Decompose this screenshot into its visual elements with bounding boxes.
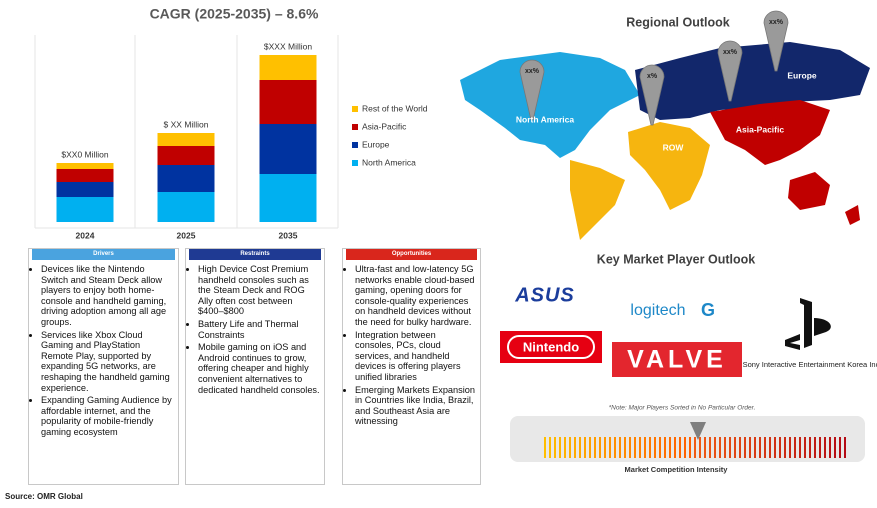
bullet: Integration between consoles, PCs, cloud… bbox=[355, 330, 476, 383]
logo-valve: VALVE bbox=[627, 346, 727, 374]
intensity-ticks bbox=[544, 437, 846, 458]
legend-swatch bbox=[352, 160, 358, 166]
bullet: Expanding Gaming Audience by affordable … bbox=[41, 395, 174, 437]
bullet: Emerging Markets Expansion in Countries … bbox=[355, 385, 476, 427]
restraints-list: High Device Cost Premium handheld consol… bbox=[186, 264, 324, 395]
legend-label: Asia-Pacific bbox=[362, 121, 407, 131]
bar-label: $ XX Million bbox=[164, 119, 209, 129]
drivers-box: Drivers Devices like the Nintendo Switch… bbox=[28, 248, 179, 485]
opportunities-title: Opportunities bbox=[346, 249, 477, 260]
bullet: Devices like the Nintendo Switch and Ste… bbox=[41, 264, 174, 328]
pin-share: xx% bbox=[769, 19, 784, 26]
bar-segment bbox=[259, 124, 317, 174]
logo-playstation bbox=[785, 298, 831, 350]
opportunities-box: Opportunities Ultra-fast and low-latency… bbox=[342, 248, 481, 485]
restraints-title: Restraints bbox=[189, 249, 321, 260]
bar-segment bbox=[259, 80, 317, 124]
bar-segment bbox=[157, 192, 215, 222]
drivers-title: Drivers bbox=[32, 249, 175, 260]
legend-swatch bbox=[352, 106, 358, 112]
bullet: Services like Xbox Cloud Gaming and Play… bbox=[41, 330, 174, 394]
logo-sony: Sony Interactive Entertainment Korea Inc… bbox=[743, 360, 877, 369]
x-tick-label: 2035 bbox=[279, 230, 298, 240]
bar-label: $XX0 Million bbox=[61, 149, 109, 159]
bar-segment bbox=[157, 146, 215, 165]
pin-share: x% bbox=[647, 73, 658, 80]
intensity-bg bbox=[510, 416, 865, 462]
bullet: Mobile gaming on iOS and Android continu… bbox=[198, 342, 320, 395]
bullet: High Device Cost Premium handheld consol… bbox=[198, 264, 320, 317]
pin-share: xx% bbox=[723, 49, 738, 56]
region-label: North America bbox=[516, 114, 575, 124]
bar-segment bbox=[56, 197, 114, 222]
region-label: Europe bbox=[787, 70, 817, 80]
legend-swatch bbox=[352, 142, 358, 148]
legend-label: Rest of the World bbox=[362, 103, 428, 113]
chart-title: CAGR (2025-2035) – 8.6% bbox=[150, 6, 319, 22]
bar-segment bbox=[259, 174, 317, 222]
region-label: ROW bbox=[663, 142, 685, 152]
source: Source: OMR Global bbox=[5, 492, 83, 501]
map-pin bbox=[639, 64, 665, 126]
pin-share: xx% bbox=[525, 68, 540, 75]
logo-nintendo: Nintendo bbox=[523, 339, 579, 354]
restraints-box: Restraints High Device Cost Premium hand… bbox=[185, 248, 325, 485]
map-pin bbox=[763, 10, 789, 72]
bar-segment bbox=[56, 163, 114, 169]
bar-segment bbox=[56, 169, 114, 182]
bar-segment bbox=[259, 55, 317, 80]
logo-logitech: logitech bbox=[630, 302, 685, 319]
logo-g: G bbox=[701, 300, 715, 320]
map-pin bbox=[519, 59, 545, 121]
chart-frame bbox=[34, 35, 339, 229]
bar-segment bbox=[157, 165, 215, 192]
x-tick-label: 2025 bbox=[177, 230, 196, 240]
legend-swatch bbox=[352, 124, 358, 130]
players-title: Key Market Player Outlook bbox=[597, 252, 755, 266]
opportunities-list: Ultra-fast and low-latency 5G networks e… bbox=[343, 264, 480, 427]
logo-asus: ASUS bbox=[514, 284, 575, 306]
nintendo-ring bbox=[507, 335, 595, 359]
bar-segment bbox=[56, 182, 114, 197]
region-title: Regional Outlook bbox=[626, 15, 730, 29]
intensity-marker bbox=[690, 422, 706, 440]
region-label: Asia-Pacific bbox=[736, 124, 784, 134]
legend-label: North America bbox=[362, 157, 416, 167]
map-pin bbox=[717, 40, 743, 102]
legend-label: Europe bbox=[362, 139, 390, 149]
bullet: Battery Life and Thermal Constraints bbox=[198, 319, 320, 340]
bar-label: $XXX Million bbox=[264, 41, 312, 51]
drivers-list: Devices like the Nintendo Switch and Ste… bbox=[29, 264, 178, 438]
x-tick-label: 2024 bbox=[76, 230, 95, 240]
valve-bg bbox=[612, 342, 742, 377]
bullet: Ultra-fast and low-latency 5G networks e… bbox=[355, 264, 476, 328]
players-note: *Note: Major Players Sorted in No Partic… bbox=[609, 405, 756, 412]
intensity-label: Market Competition Intensity bbox=[625, 465, 729, 474]
bar-segment bbox=[157, 133, 215, 146]
world-map bbox=[460, 42, 870, 240]
